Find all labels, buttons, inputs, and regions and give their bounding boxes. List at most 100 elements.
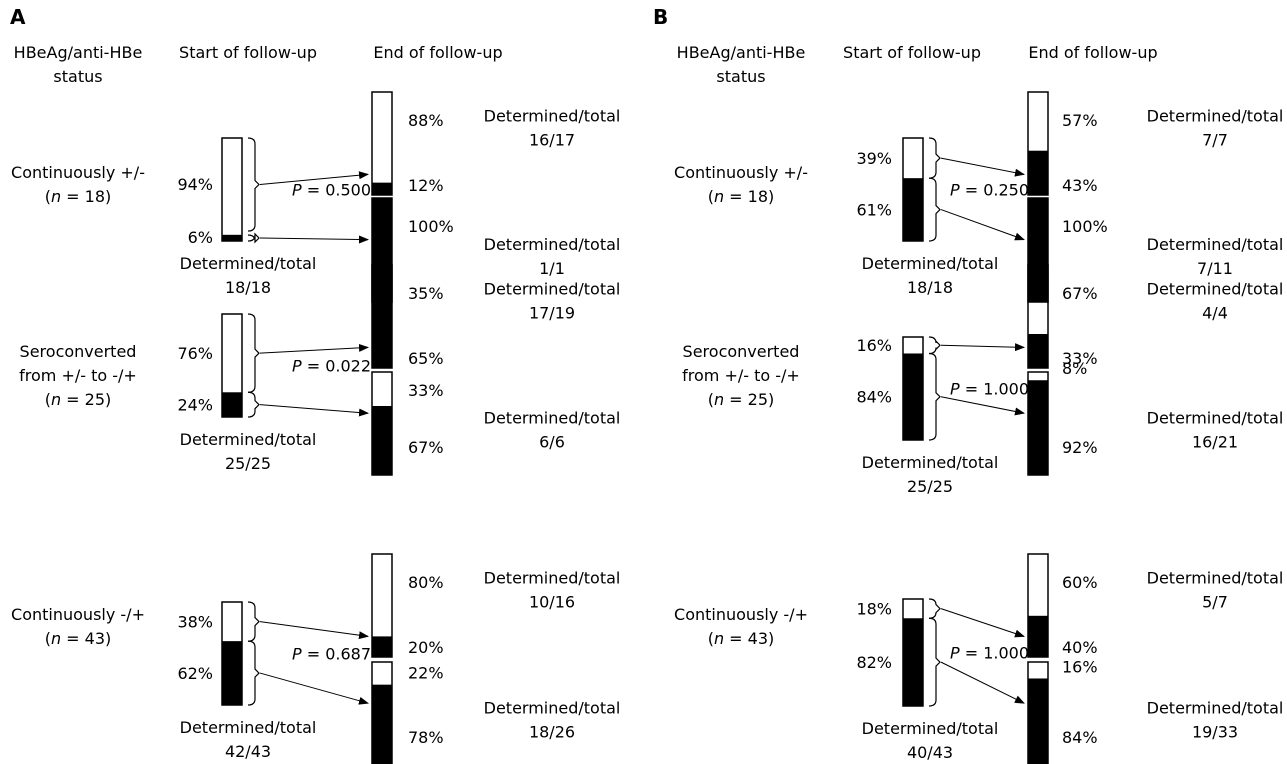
panel-a-group-2-end-bar-2-bottom-pct: 67% bbox=[408, 438, 444, 457]
panel-b-group-3-end-bar-1-determined: Determined/total 5/7 bbox=[1147, 569, 1284, 612]
panel-a-group-2-start-determined: Determined/total 25/25 bbox=[180, 430, 317, 473]
panel-a-group-3-start-bottom-pct: 62% bbox=[177, 664, 213, 683]
panel-b-group-3-start-bottom-pct: 82% bbox=[856, 653, 892, 672]
panel-a-letter: A bbox=[10, 5, 26, 29]
panel-a-group-2-end-bar-2-top-pct: 33% bbox=[408, 381, 444, 400]
panel-b-group-1-start-determined: Determined/total 18/18 bbox=[862, 254, 999, 297]
panel-a-group-3-start-bar bbox=[221, 601, 243, 706]
panel-b-group-3-status-label: Continuously -/+ (n = 43) bbox=[674, 605, 808, 648]
panel-a-group-3-end-bar-2-bottom-pct: 78% bbox=[408, 728, 444, 747]
panel-a-group-3-status-label: Continuously -/+ (n = 43) bbox=[11, 605, 145, 648]
panel-a-group-2-arrow-to-end-1 bbox=[259, 343, 369, 354]
panel-b-group-2-arrow-to-end-1 bbox=[940, 343, 1025, 352]
panel-b-group-2-end-bar-2-top-pct: 8% bbox=[1062, 359, 1087, 378]
panel-b-group-1-start-bar bbox=[902, 137, 924, 242]
panel-a-group-3-end-bar-2-top-pct: 22% bbox=[408, 664, 444, 683]
panel-a-group-2-start-bar-filled-segment bbox=[222, 392, 242, 417]
panel-b-group-3-start-determined: Determined/total 40/43 bbox=[862, 719, 999, 762]
panel-b-group-1-end-bar-1 bbox=[1027, 91, 1049, 196]
panel-b-group-2-end-bar-2-outline bbox=[1027, 371, 1049, 476]
panel-b-group-2-p-value: P = 1.000 bbox=[950, 380, 1029, 399]
panel-b-group-1-end-bar-1-top-pct: 57% bbox=[1062, 111, 1098, 130]
panel-a-group-1-end-bar-2-determined: Determined/total 1/1 bbox=[484, 235, 621, 278]
panel-a-group-2-end-bar-2-determined: Determined/total 6/6 bbox=[484, 409, 621, 452]
panel-b-group-2-arrow-to-end-2 bbox=[940, 396, 1025, 416]
panel-a-group-2-end-bar-1-bottom-pct: 65% bbox=[408, 349, 444, 368]
panel-b-group-3-end-bar-1-top-pct: 60% bbox=[1062, 573, 1098, 592]
panel-a-group-3-arrow-to-end-2 bbox=[259, 672, 369, 705]
panel-b-group-3-end-bar-1-bottom-pct: 40% bbox=[1062, 638, 1098, 657]
panel-b-group-1-p-value: P = 0.250 bbox=[950, 181, 1029, 200]
panel-a-group-3-start-top-pct: 38% bbox=[177, 613, 213, 632]
panel-b-group-2-end-bar-1-top-pct: 67% bbox=[1062, 284, 1098, 303]
panel-a-group-3-end-bar-1-outline bbox=[371, 553, 393, 658]
panel-a-group-2-status-label: Seroconverted from +/- to -/+ (n = 25) bbox=[19, 342, 137, 409]
panel-a-group-2-end-bar-2-outline bbox=[371, 371, 393, 476]
panel-b-group-1-end-bar-2-outline bbox=[1027, 197, 1049, 303]
panel-a-group-1-end-bar-1-top-pct: 88% bbox=[408, 111, 444, 130]
panel-b-group-3-end-bar-2-filled-segment bbox=[1028, 678, 1048, 764]
panel-b-group-3-end-bar-2-outline bbox=[1027, 661, 1049, 764]
panel-b-group-1-end-bar-1-filled-segment bbox=[1028, 150, 1048, 195]
panel-b-header-end: End of follow-up bbox=[1028, 43, 1157, 62]
panel-a-group-2-end-bar-1-determined: Determined/total 17/19 bbox=[484, 280, 621, 323]
panel-b-group-1-start-bottom-pct: 61% bbox=[856, 201, 892, 220]
panel-b-group-2-start-bar bbox=[902, 336, 924, 441]
panel-a-header-start: Start of follow-up bbox=[179, 43, 317, 62]
panel-a-group-1-end-bar-2-filled-segment bbox=[372, 198, 392, 302]
panel-a-group-2-end-bar-2-filled-segment bbox=[372, 405, 392, 475]
panel-b-group-3-end-bar-1 bbox=[1027, 553, 1049, 658]
panel-b-group-2-start-bottom-pct: 84% bbox=[856, 388, 892, 407]
panel-b-group-2-start-determined: Determined/total 25/25 bbox=[862, 453, 999, 496]
panel-a-group-3-arrow-to-end-1 bbox=[259, 621, 369, 640]
panel-b-group-3-end-bar-1-filled-segment bbox=[1028, 615, 1048, 657]
panel-b-group-2-end-bar-1-outline bbox=[1027, 264, 1049, 369]
panel-b-group-2-bracket-top bbox=[928, 336, 941, 355]
panel-a-group-3-end-bar-1-filled-segment bbox=[372, 636, 392, 657]
panel-b-group-2-end-bar-1 bbox=[1027, 264, 1049, 369]
panel-b-group-3-start-bar-filled-segment bbox=[903, 618, 923, 706]
panel-b-group-1-bracket-top bbox=[928, 137, 941, 179]
panel-a-group-1-end-bar-2 bbox=[371, 197, 393, 303]
panel-a-group-2-start-bottom-pct: 24% bbox=[177, 396, 213, 415]
panel-a-group-3-start-bar-filled-segment bbox=[222, 641, 242, 705]
panel-b-group-1-arrow-to-end-2 bbox=[940, 209, 1025, 241]
panel-b-header-start: Start of follow-up bbox=[843, 43, 981, 62]
panel-a-group-2-start-bar bbox=[221, 313, 243, 418]
panel-a-group-2-end-bar-1 bbox=[371, 264, 393, 369]
panel-b-group-2-end-bar-2-filled-segment bbox=[1028, 380, 1048, 475]
panel-b-group-2-start-bar-filled-segment bbox=[903, 353, 923, 440]
panel-a-group-3-end-bar-1 bbox=[371, 553, 393, 658]
panel-a-group-2-bracket-bottom bbox=[247, 391, 260, 418]
panel-a-group-1-end-bar-1-bottom-pct: 12% bbox=[408, 176, 444, 195]
panel-b-group-2-end-bar-1-bottom-pct: 33% bbox=[1062, 349, 1098, 368]
panel-b-group-2-end-bar-2-determined: Determined/total 16/21 bbox=[1147, 409, 1284, 452]
panel-a-group-1-bracket-top bbox=[247, 137, 260, 232]
panel-b-group-2-status-label: Seroconverted from +/- to -/+ (n = 25) bbox=[682, 342, 800, 409]
panel-a-group-2-end-bar-1-filled-segment bbox=[372, 301, 392, 368]
panel-b-group-1-status-label: Continuously +/-(n = 18) bbox=[674, 163, 808, 206]
panel-a-group-3-end-bar-2 bbox=[371, 661, 393, 764]
panel-a-group-1-start-top-pct: 94% bbox=[177, 175, 213, 194]
panel-b-group-3-p-value: P = 1.000 bbox=[950, 644, 1029, 663]
panel-a-group-1-end-bar-1-outline bbox=[371, 91, 393, 196]
panel-b-group-3-end-bar-2 bbox=[1027, 661, 1049, 764]
panel-a-group-3-end-bar-2-filled-segment bbox=[372, 684, 392, 764]
panel-a-group-1-bracket-bottom bbox=[247, 232, 260, 244]
panel-a-group-3-start-bar-outline bbox=[221, 601, 243, 706]
panel-a-group-1-start-bar bbox=[221, 137, 243, 242]
panel-b-group-2-start-top-pct: 16% bbox=[856, 336, 892, 355]
panel-a-group-2-end-bar-1-outline bbox=[371, 264, 393, 369]
panel-b-group-1-start-bar-filled-segment bbox=[903, 178, 923, 241]
panel-a-group-1-status-label: Continuously +/-(n = 18) bbox=[11, 163, 145, 206]
panel-b-group-3-arrow-to-end-2 bbox=[940, 661, 1025, 704]
panel-a-group-1-arrow-to-end-1 bbox=[259, 171, 369, 185]
panel-a-group-1-end-bar-1-determined: Determined/total 16/17 bbox=[484, 107, 621, 150]
panel-b-group-3-end-bar-2-top-pct: 16% bbox=[1062, 657, 1098, 676]
panel-b-header-status: HBeAg/anti-HBe status bbox=[677, 43, 806, 86]
panel-b-group-2-end-bar-2-bottom-pct: 92% bbox=[1062, 438, 1098, 457]
panel-b-group-2-bracket-bottom bbox=[928, 352, 941, 441]
panel-a-group-3-end-bar-1-top-pct: 80% bbox=[408, 573, 444, 592]
panel-b-group-2-end-bar-2 bbox=[1027, 371, 1049, 476]
panel-b-group-3-start-top-pct: 18% bbox=[856, 600, 892, 619]
